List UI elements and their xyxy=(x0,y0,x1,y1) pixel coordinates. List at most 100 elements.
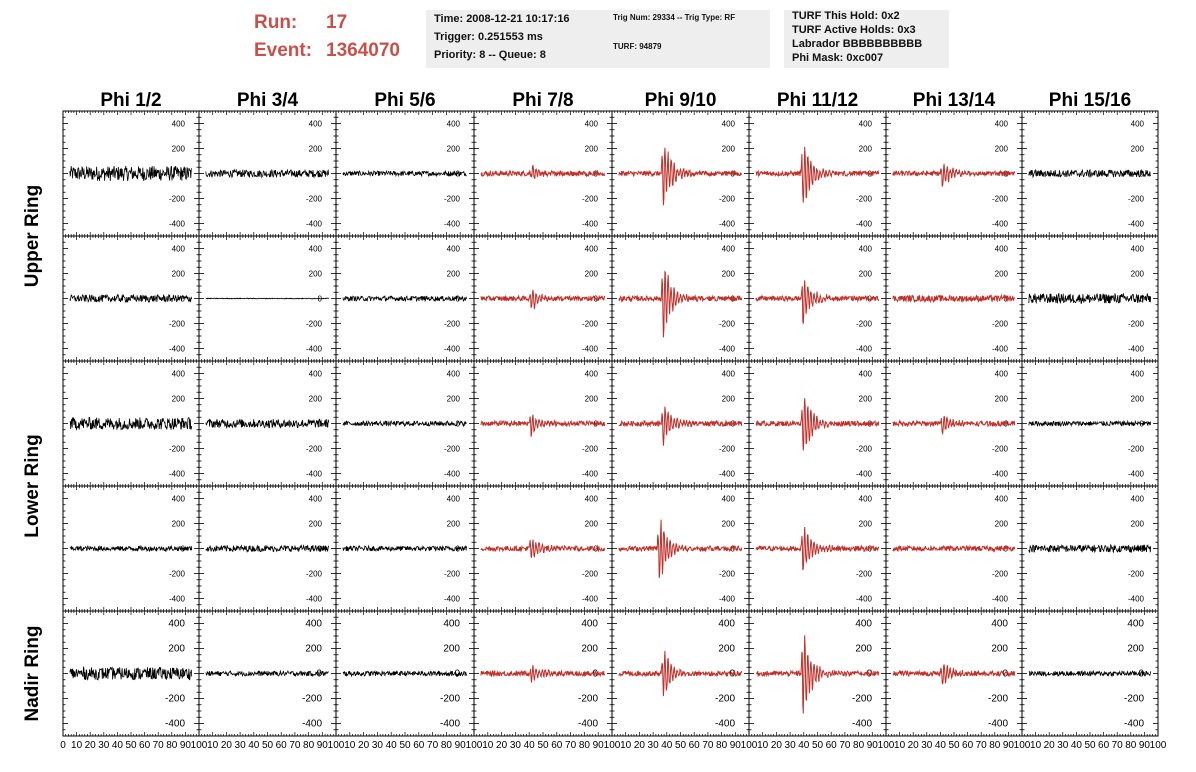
y-tick-label: -200 xyxy=(1128,320,1145,329)
y-tick-label: 200 xyxy=(995,270,1009,279)
y-tick-label: 400 xyxy=(722,120,736,129)
y-tick-label: 200 xyxy=(172,270,186,279)
y-tick-label: -200 xyxy=(444,570,461,579)
y-tick-label: 400 xyxy=(447,120,461,129)
y-tick-label: 400 xyxy=(309,245,323,254)
waveform-trace xyxy=(755,526,880,571)
waveform-trace xyxy=(69,416,193,431)
y-tick-label: 400 xyxy=(172,370,186,379)
y-tick-label: 0 xyxy=(868,295,873,304)
waveform-trace xyxy=(618,519,743,578)
column-title: Phi 13/14 xyxy=(913,90,996,111)
waveform-trace xyxy=(480,539,606,558)
y-tick-label: -400 xyxy=(444,470,461,479)
waveform-trace xyxy=(1028,292,1152,305)
y-tick-label: -200 xyxy=(719,445,736,454)
column-title: Phi 3/4 xyxy=(237,90,299,111)
y-tick-label: -400 xyxy=(306,470,323,479)
y-tick-label: -200 xyxy=(169,445,186,454)
y-tick-label: 400 xyxy=(995,245,1009,254)
event-number: 1364070 xyxy=(326,40,400,61)
y-tick-label: 0 xyxy=(1004,545,1009,554)
y-tick-label: 400 xyxy=(722,245,736,254)
time-info-box: Time: 2008-12-21 10:17:16 Trigger: 0.251… xyxy=(426,10,614,68)
row-title: Upper Ring xyxy=(22,185,43,287)
priority-text: Priority: 8 -- Queue: 8 xyxy=(434,49,546,61)
y-tick-label: 200 xyxy=(309,395,323,404)
y-tick-label: -200 xyxy=(582,195,599,204)
waveform-trace xyxy=(618,406,743,446)
waveform-trace xyxy=(892,544,1016,553)
y-tick-label: -400 xyxy=(1128,595,1145,604)
y-tick-label: -400 xyxy=(719,595,736,604)
y-tick-label: -400 xyxy=(582,220,599,229)
y-tick-label: -200 xyxy=(306,445,323,454)
y-tick-label: 200 xyxy=(585,395,599,404)
waveform-trace xyxy=(205,544,330,553)
y-tick-label: -200 xyxy=(444,320,461,329)
column-title: Phi 1/2 xyxy=(100,90,161,111)
y-tick-label: 200 xyxy=(309,270,323,279)
waveform-trace xyxy=(892,293,1016,304)
y-tick-label: 200 xyxy=(309,520,323,529)
waveform-trace xyxy=(69,544,193,553)
y-tick-label: -400 xyxy=(992,595,1009,604)
y-tick-label: -400 xyxy=(992,220,1009,229)
y-tick-label: 200 xyxy=(309,145,323,154)
column-title: Phi 7/8 xyxy=(512,90,573,111)
y-tick-label: 400 xyxy=(722,495,736,504)
y-tick-label: 400 xyxy=(585,370,599,379)
y-tick-label: 400 xyxy=(309,495,323,504)
y-tick-label: 200 xyxy=(722,145,736,154)
y-tick-label: 400 xyxy=(447,370,461,379)
waveform-trace xyxy=(618,270,743,338)
waveform-trace xyxy=(480,414,606,437)
trigger-info-box: Trig Num: 29334 -- Trig Type: RF TURF: 9… xyxy=(605,10,770,68)
y-tick-label: -200 xyxy=(856,570,873,579)
y-tick-label: -400 xyxy=(582,470,599,479)
turf-text: TURF: 94879 xyxy=(613,42,662,51)
column-title: Phi 15/16 xyxy=(1049,90,1131,111)
y-tick-label: 400 xyxy=(447,495,461,504)
turf-hold-text: TURF This Hold: 0x2 xyxy=(792,10,900,22)
y-tick-label: 400 xyxy=(585,245,599,254)
y-tick-label: 400 xyxy=(172,495,186,504)
y-tick-label: 200 xyxy=(585,145,599,154)
waveform-trace xyxy=(892,163,1016,187)
waveform-trace xyxy=(618,147,743,206)
y-tick-label: -200 xyxy=(719,320,736,329)
y-tick-label: 400 xyxy=(995,120,1009,129)
y-tick-label: -200 xyxy=(306,320,323,329)
y-tick-label: -200 xyxy=(444,445,461,454)
y-tick-label: 0 xyxy=(456,170,461,179)
column-title: Phi 9/10 xyxy=(645,90,717,111)
y-tick-label: -400 xyxy=(306,220,323,229)
phi-mask-text: Phi Mask: 0xc007 xyxy=(792,52,884,64)
y-tick-label: -200 xyxy=(1128,445,1145,454)
y-tick-label: -200 xyxy=(444,195,461,204)
y-tick-label: 0 xyxy=(181,295,186,304)
y-tick-label: -400 xyxy=(856,595,873,604)
y-tick-label: 200 xyxy=(859,520,873,529)
y-tick-label: -400 xyxy=(856,470,873,479)
waveform-trace xyxy=(1028,419,1152,428)
trigger-text: Trigger: 0.251553 ms xyxy=(434,31,543,43)
y-tick-label: 400 xyxy=(859,120,873,129)
y-tick-label: 200 xyxy=(447,145,461,154)
y-tick-label: 200 xyxy=(447,520,461,529)
y-tick-label: -200 xyxy=(582,320,599,329)
y-tick-label: -200 xyxy=(719,195,736,204)
column-title: Phi 5/6 xyxy=(374,90,435,111)
y-tick-label: 400 xyxy=(859,245,873,254)
waveform-trace xyxy=(755,146,880,203)
y-tick-label: -400 xyxy=(306,595,323,604)
y-tick-label: 400 xyxy=(859,370,873,379)
y-tick-label: -400 xyxy=(582,595,599,604)
y-tick-label: 400 xyxy=(447,245,461,254)
y-tick-label: 200 xyxy=(722,270,736,279)
waveform-trace xyxy=(1028,543,1152,554)
row-title: Lower Ring xyxy=(22,434,43,537)
y-tick-label: 400 xyxy=(585,495,599,504)
y-tick-label: -200 xyxy=(306,195,323,204)
